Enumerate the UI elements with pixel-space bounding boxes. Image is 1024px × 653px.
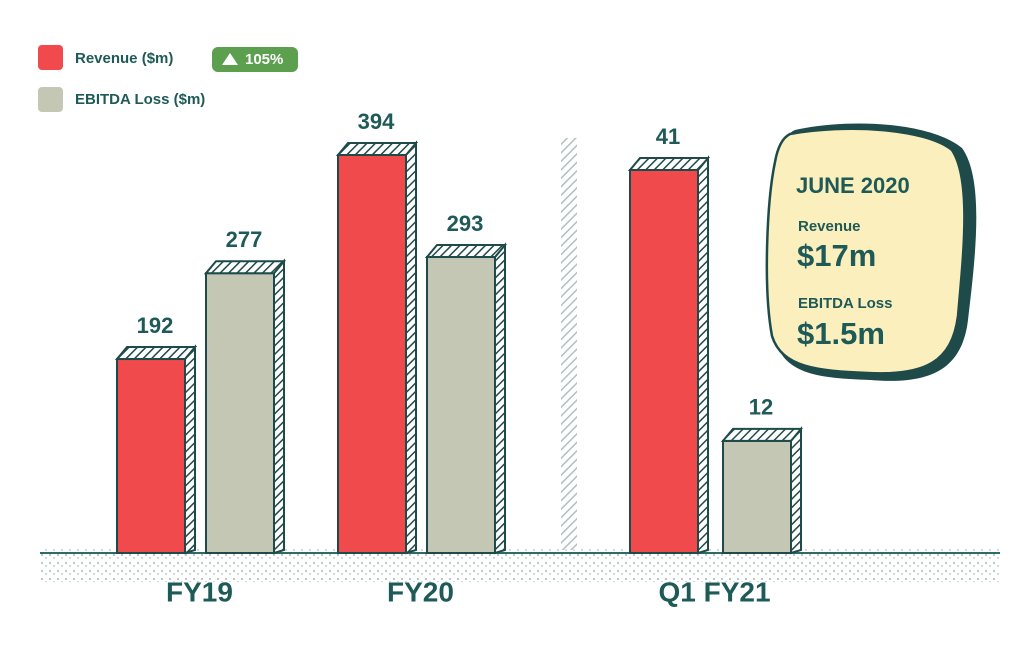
legend-label: Revenue ($m) — [75, 50, 173, 67]
x-tick-label: Q1 FY21 — [658, 576, 770, 607]
legend-swatch — [38, 45, 63, 70]
bar-top — [424, 244, 508, 259]
callout-title: JUNE 2020 — [796, 173, 910, 198]
bar-side — [697, 155, 709, 555]
bar — [337, 154, 407, 554]
value-label: 394 — [358, 109, 395, 134]
value-label: 293 — [447, 211, 484, 236]
value-label: 41 — [656, 124, 680, 149]
legend-label: EBITDA Loss ($m) — [75, 91, 205, 108]
callout-label: Revenue — [798, 218, 861, 235]
scale-break — [561, 138, 577, 550]
bar-side — [405, 140, 417, 555]
badge — [212, 47, 298, 72]
badge-text: 105% — [245, 51, 283, 68]
badge-arrow — [222, 53, 238, 65]
value-label: 192 — [137, 313, 174, 338]
bar — [629, 169, 699, 554]
bar-side — [790, 426, 802, 555]
bar-top — [627, 157, 711, 171]
bar-side — [273, 258, 285, 555]
bar — [722, 439, 792, 554]
bar — [116, 358, 186, 554]
bar-top — [335, 142, 419, 156]
value-label: 12 — [749, 395, 773, 420]
x-tick-label: FY20 — [387, 576, 454, 607]
callout-box — [765, 127, 966, 375]
bar — [426, 256, 496, 554]
callout-value: $17m — [797, 238, 876, 273]
bar — [205, 272, 275, 554]
bar-side — [184, 344, 196, 555]
bar-top — [203, 260, 287, 275]
bar-top — [720, 427, 804, 442]
callout-value: $1.5m — [797, 316, 885, 351]
legend-swatch — [38, 87, 63, 112]
bar-top — [114, 346, 198, 361]
bar-side — [494, 242, 506, 555]
value-label: 277 — [226, 227, 263, 252]
x-tick-label: FY19 — [166, 576, 233, 607]
callout-label: EBITDA Loss — [798, 295, 892, 312]
